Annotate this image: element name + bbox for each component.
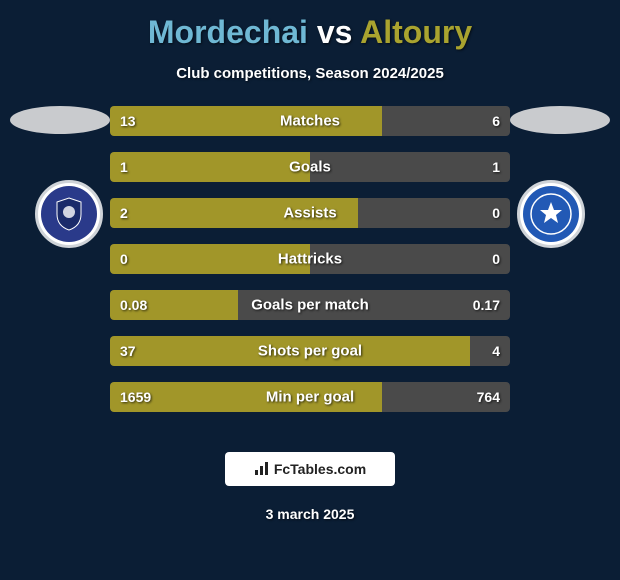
stat-value-left: 0 [120,251,128,267]
team-badge-right [517,180,585,248]
comparison-container: Mordechai vs Altoury Club competitions, … [0,0,620,580]
stat-label: Hattricks [278,251,342,268]
stat-row: 0.08 Goals per match 0.17 [110,290,510,320]
stat-row: 1 Goals 1 [110,152,510,182]
player2-name: Altoury [360,14,472,50]
stat-value-left: 1 [120,159,128,175]
ellipse-left [10,106,110,134]
stat-row: 1659 Min per goal 764 [110,382,510,412]
stat-label: Assists [283,205,336,222]
stat-row: 2 Assists 0 [110,198,510,228]
stat-row: 0 Hattricks 0 [110,244,510,274]
date-text: 3 march 2025 [0,506,620,522]
stat-value-right: 0.17 [473,297,500,313]
bar-right [470,336,510,366]
stat-label: Shots per goal [258,343,362,360]
stat-value-right: 0 [492,251,500,267]
stat-label: Min per goal [266,389,354,406]
shield-icon [49,194,89,234]
stat-value-right: 764 [477,389,500,405]
bar-right [310,152,510,182]
player1-name: Mordechai [148,14,308,50]
brand-logo[interactable]: FcTables.com [225,452,395,486]
chart-icon [254,460,270,479]
team-badge-right-inner [523,186,579,242]
stat-label: Goals [289,159,331,176]
brand-text: FcTables.com [274,461,366,477]
stat-value-left: 2 [120,205,128,221]
page-title: Mordechai vs Altoury [0,14,620,51]
stat-value-left: 37 [120,343,136,359]
stat-value-right: 1 [492,159,500,175]
star-badge-icon [529,192,573,236]
stat-row: 37 Shots per goal 4 [110,336,510,366]
stat-value-left: 0.08 [120,297,147,313]
stat-label: Matches [280,113,340,130]
vs-text: vs [317,14,353,50]
stat-row: 13 Matches 6 [110,106,510,136]
stat-value-left: 1659 [120,389,151,405]
bar-left [110,106,382,136]
bar-right [382,106,510,136]
team-badge-left [35,180,103,248]
chart-area: 13 Matches 6 1 Goals 1 2 Assists 0 0 Hattricks 0 0.0… [0,106,620,426]
stat-bars: 13 Matches 6 1 Goals 1 2 Assists 0 0 Hattricks 0 0.0… [110,106,510,412]
stat-label: Goals per match [251,297,369,314]
subtitle: Club competitions, Season 2024/2025 [0,65,620,82]
ellipse-right [510,106,610,134]
stat-value-right: 0 [492,205,500,221]
stat-value-left: 13 [120,113,136,129]
bar-right [358,198,510,228]
stat-value-right: 4 [492,343,500,359]
bar-left [110,152,310,182]
stat-value-right: 6 [492,113,500,129]
team-badge-left-inner [41,186,97,242]
